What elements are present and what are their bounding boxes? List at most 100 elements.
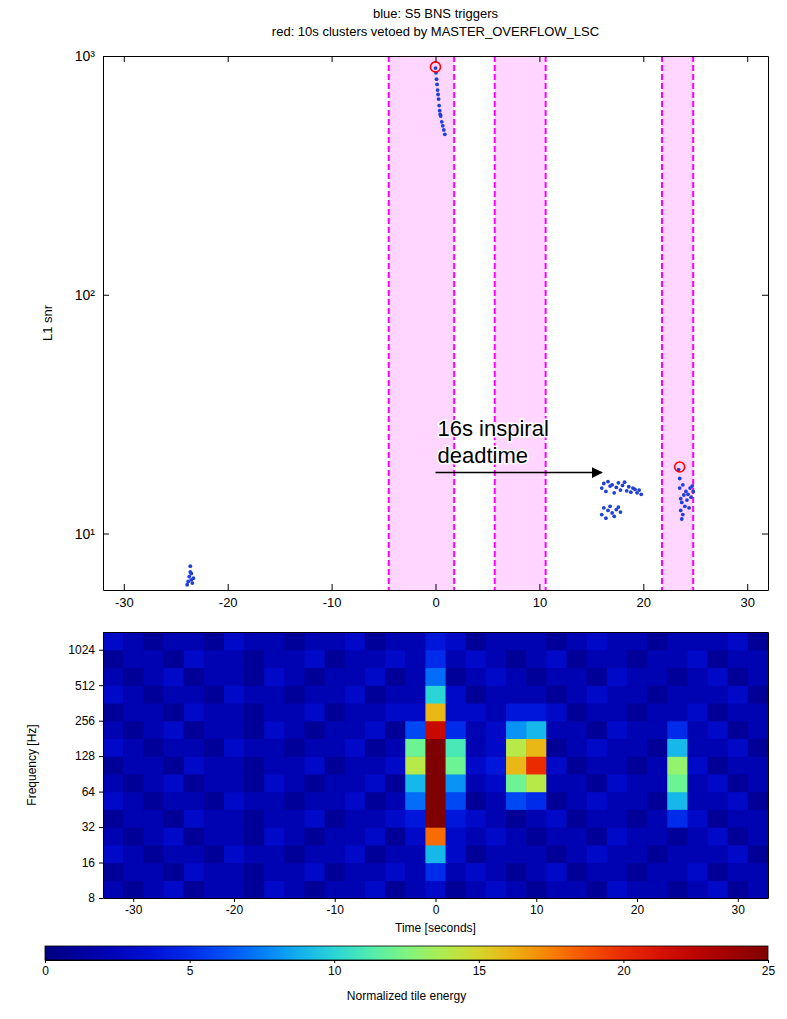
cell xyxy=(163,738,184,756)
cell xyxy=(345,809,366,827)
cell xyxy=(264,774,285,792)
cell xyxy=(546,632,567,650)
cell xyxy=(546,703,567,721)
cell xyxy=(607,792,628,810)
cell xyxy=(446,650,467,668)
cell xyxy=(466,738,487,756)
point xyxy=(687,506,691,510)
cell xyxy=(184,845,205,863)
tick: 128 xyxy=(75,749,103,763)
cell xyxy=(607,650,628,668)
cell xyxy=(728,721,749,739)
cell xyxy=(405,774,426,792)
tick xyxy=(436,56,437,62)
cell xyxy=(607,845,628,863)
cell xyxy=(425,685,446,703)
cell xyxy=(486,774,507,792)
cell xyxy=(647,792,668,810)
annotation: deadtime xyxy=(438,443,529,468)
cell xyxy=(143,827,164,845)
point xyxy=(600,486,604,490)
point xyxy=(637,488,641,492)
cell xyxy=(385,845,406,863)
title-line: red: 10s clusters vetoed by MASTER_OVERF… xyxy=(272,24,599,39)
tick: -10 xyxy=(323,584,342,610)
cell xyxy=(566,756,587,774)
cell xyxy=(143,845,164,863)
cell xyxy=(425,756,446,774)
cell xyxy=(264,632,285,650)
cell xyxy=(224,845,245,863)
cell xyxy=(123,756,144,774)
tick: 10¹ xyxy=(75,525,109,541)
cell xyxy=(204,809,225,827)
cell xyxy=(446,685,467,703)
cell xyxy=(446,792,467,810)
cell xyxy=(708,667,729,685)
cell xyxy=(607,721,628,739)
cell xyxy=(566,809,587,827)
cell xyxy=(103,632,124,650)
cell xyxy=(365,792,386,810)
cell xyxy=(748,756,768,774)
cell xyxy=(687,756,708,774)
cell xyxy=(446,809,467,827)
tick-label: 10² xyxy=(75,287,96,303)
tick-mark xyxy=(99,685,103,686)
cell xyxy=(687,650,708,668)
tick: 25 xyxy=(762,960,776,978)
point xyxy=(629,490,633,494)
cell xyxy=(687,880,708,898)
point xyxy=(185,583,189,587)
cell xyxy=(385,880,406,898)
cell xyxy=(748,880,768,898)
cell xyxy=(184,827,205,845)
cell xyxy=(365,827,386,845)
cell xyxy=(526,880,547,898)
cell xyxy=(224,863,245,881)
cell xyxy=(566,632,587,650)
cell xyxy=(305,721,326,739)
figure: blue: S5 BNS triggersred: 10s clusters v… xyxy=(0,0,787,1019)
cell xyxy=(566,774,587,792)
cell xyxy=(486,721,507,739)
cell xyxy=(667,809,688,827)
cell xyxy=(607,809,628,827)
point xyxy=(610,511,614,515)
cell xyxy=(345,774,366,792)
cell xyxy=(264,667,285,685)
cell xyxy=(446,827,467,845)
cell xyxy=(184,863,205,881)
cell xyxy=(123,792,144,810)
cell xyxy=(728,827,749,845)
cell xyxy=(184,685,205,703)
tick-mark xyxy=(103,295,109,296)
cell xyxy=(143,650,164,668)
axis-line xyxy=(104,632,769,633)
point xyxy=(681,513,685,517)
cell xyxy=(184,774,205,792)
cell xyxy=(143,792,164,810)
cell xyxy=(708,756,729,774)
tick-mark xyxy=(738,898,739,902)
cell xyxy=(546,685,567,703)
cell xyxy=(425,721,446,739)
tick: 0 xyxy=(432,584,439,610)
tick-mark xyxy=(133,898,134,902)
axis-line xyxy=(46,960,769,961)
cell xyxy=(244,650,265,668)
cell xyxy=(405,738,426,756)
point xyxy=(690,484,694,488)
annotation-arrow xyxy=(436,472,602,473)
cell xyxy=(244,863,265,881)
tick-label: 64 xyxy=(82,785,96,799)
cell xyxy=(667,703,688,721)
cell xyxy=(607,703,628,721)
cell xyxy=(566,721,587,739)
cell xyxy=(566,863,587,881)
cell xyxy=(224,809,245,827)
cell xyxy=(587,880,608,898)
cell xyxy=(506,685,527,703)
plot-background xyxy=(103,632,768,898)
cell xyxy=(466,650,487,668)
